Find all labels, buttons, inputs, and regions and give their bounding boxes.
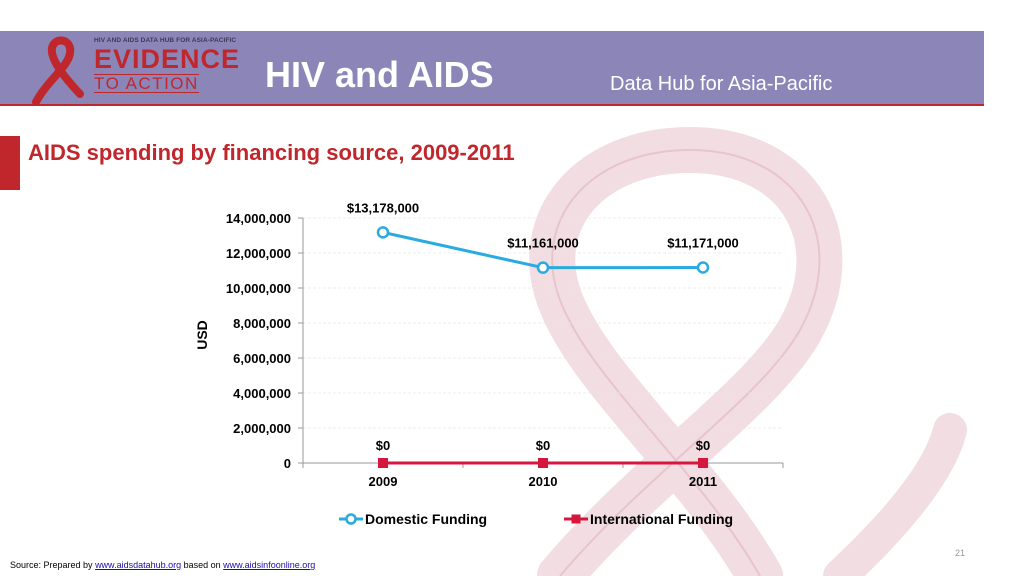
data-label: $11,171,000 bbox=[667, 236, 739, 251]
data-label: $13,178,000 bbox=[347, 200, 419, 215]
data-label: $0 bbox=[696, 438, 710, 453]
data-point bbox=[378, 458, 388, 468]
data-label: $0 bbox=[536, 438, 550, 453]
legend-label: International Funding bbox=[590, 511, 733, 527]
source-prefix: Source: Prepared by bbox=[10, 560, 96, 570]
evidence-to-action-logo: HIV AND AIDS DATA HUB FOR ASIA-PACIFIC E… bbox=[18, 34, 248, 104]
x-tick-label: 2010 bbox=[529, 474, 558, 489]
data-point bbox=[698, 458, 708, 468]
y-tick-label: 4,000,000 bbox=[233, 386, 291, 401]
logo-evidence: EVIDENCE bbox=[94, 44, 241, 74]
legend-marker bbox=[571, 514, 581, 524]
header-subtitle: Data Hub for Asia-Pacific bbox=[610, 73, 833, 95]
data-label: $11,161,000 bbox=[507, 236, 579, 251]
page-number: 21 bbox=[955, 548, 966, 558]
axes bbox=[298, 217, 784, 468]
legend: Domestic Funding International Funding bbox=[339, 511, 733, 527]
legend-label: Domestic Funding bbox=[365, 511, 487, 527]
y-tick-label: 8,000,000 bbox=[233, 316, 291, 331]
y-tick-label: 2,000,000 bbox=[233, 421, 291, 436]
x-tick-labels: 2009 2010 2011 bbox=[369, 474, 718, 489]
source-middle: based on bbox=[181, 560, 224, 570]
data-point bbox=[696, 261, 710, 274]
data-point bbox=[538, 458, 548, 468]
y-tick-label: 14,000,000 bbox=[226, 211, 291, 226]
y-tick-labels: 0 2,000,000 4,000,000 6,000,000 8,000,000 10,… bbox=[226, 211, 291, 471]
aidsinfoonline-link[interactable]: www.aidsinfoonline.org bbox=[223, 560, 316, 570]
title-accent-bar bbox=[0, 136, 20, 190]
y-axis-label: USD bbox=[194, 320, 210, 350]
source-note: Source: Prepared by www.aidsdatahub.org … bbox=[10, 560, 315, 570]
x-tick-label: 2009 bbox=[369, 474, 398, 489]
logo-tagline: HIV AND AIDS DATA HUB FOR ASIA-PACIFIC bbox=[94, 37, 237, 44]
aidsdatahub-link[interactable]: www.aidsdatahub.org bbox=[95, 560, 182, 570]
y-tick-label: 10,000,000 bbox=[226, 281, 291, 296]
logo-to-action: TO ACTION bbox=[94, 74, 199, 93]
gridlines bbox=[303, 217, 783, 429]
header-divider bbox=[0, 104, 984, 106]
y-tick-label: 0 bbox=[284, 456, 291, 471]
series bbox=[376, 226, 710, 468]
data-point bbox=[376, 226, 390, 239]
x-tick-label: 2011 bbox=[689, 474, 717, 489]
y-tick-label: 6,000,000 bbox=[233, 351, 291, 366]
legend-marker bbox=[345, 513, 357, 525]
data-label: $0 bbox=[376, 438, 390, 453]
data-point bbox=[536, 261, 550, 274]
slide-title: AIDS spending by financing source, 2009-… bbox=[28, 140, 515, 165]
red-ribbon-icon bbox=[32, 36, 84, 104]
data-labels: $13,178,000 $11,161,000 $11,171,000 $0 $0 $0 bbox=[347, 200, 739, 453]
y-tick-label: 12,000,000 bbox=[226, 246, 291, 261]
header-title: HIV and AIDS bbox=[265, 54, 494, 95]
